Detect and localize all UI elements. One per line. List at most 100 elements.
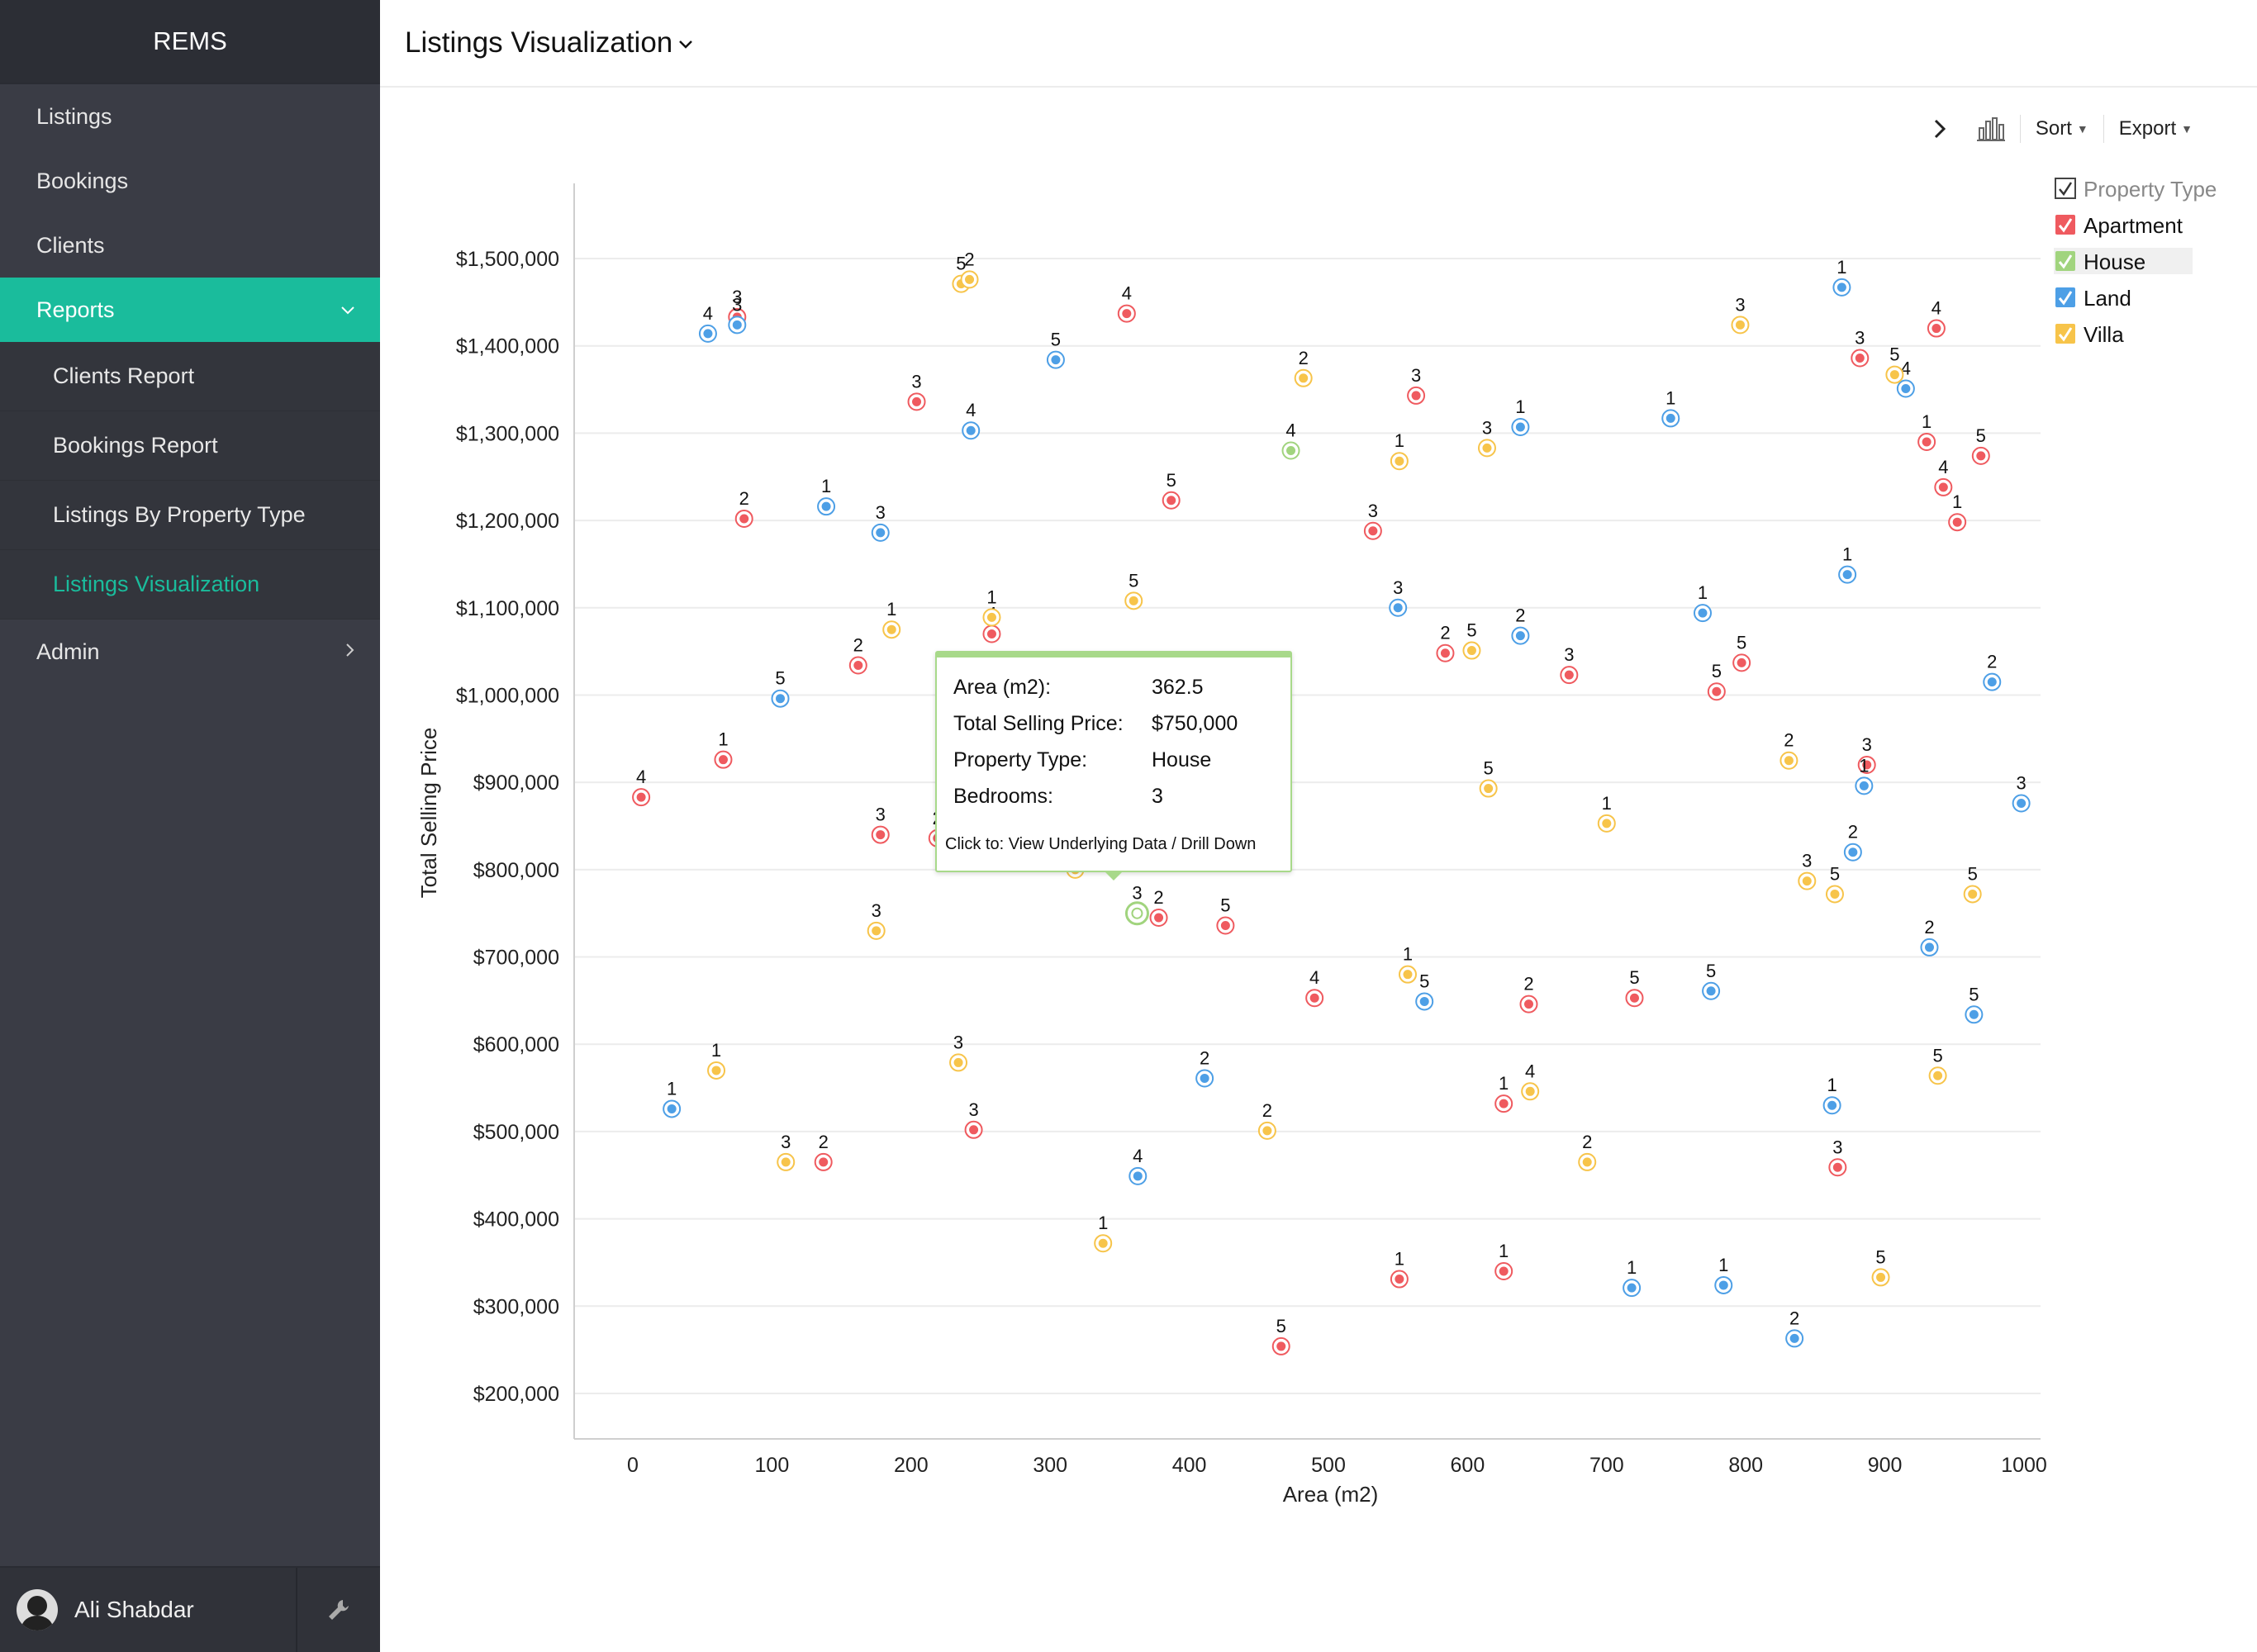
data-point-land[interactable]: 1	[817, 476, 836, 516]
data-point-land[interactable]: 5	[1702, 961, 1721, 1000]
data-point-villa[interactable]: 1	[1094, 1213, 1113, 1253]
data-point-villa[interactable]: 2	[1257, 1100, 1276, 1140]
data-point-villa[interactable]: 1	[882, 599, 901, 639]
legend-item-villa[interactable]: Villa	[2055, 322, 2124, 347]
data-point-apartment[interactable]: 3	[1363, 501, 1382, 540]
legend[interactable]: Property Type Apartment House Land Villa	[2054, 177, 2217, 347]
tooltip-footer[interactable]: Click to: View Underlying Data / Drill D…	[945, 835, 1256, 854]
data-point-land[interactable]: 1	[1623, 1257, 1642, 1298]
data-point-land[interactable]: 3	[871, 502, 890, 542]
data-point-land[interactable]: 4	[698, 303, 717, 343]
data-point-villa[interactable]: 2	[1578, 1132, 1597, 1171]
sidebar-item-listings[interactable]: Listings	[0, 84, 380, 149]
data-point-villa[interactable]: 2	[1294, 348, 1313, 387]
data-point-land[interactable]: 1	[663, 1078, 682, 1118]
data-point-land[interactable]: 1	[1855, 755, 1874, 795]
page-title[interactable]: Listings Visualization	[405, 26, 673, 59]
data-point-apartment[interactable]: 3	[1560, 644, 1579, 685]
data-point-land[interactable]: 1	[1661, 387, 1680, 428]
data-point-villa[interactable]: 5	[1871, 1246, 1890, 1287]
data-point-land[interactable]: 4	[1896, 358, 1915, 398]
data-point-apartment[interactable]: 4	[1305, 967, 1324, 1008]
data-point-villa[interactable]: 4	[1521, 1061, 1540, 1101]
data-point-apartment[interactable]: 2	[1436, 623, 1455, 662]
data-point-apartment[interactable]: 4	[1934, 457, 1953, 496]
data-point-land[interactable]: 2	[1195, 1047, 1214, 1088]
data-point-land[interactable]: 1	[1822, 1075, 1841, 1115]
data-point-villa[interactable]: 1	[1597, 793, 1616, 833]
data-point-villa[interactable]: 3	[867, 900, 886, 940]
data-point-land[interactable]: 2	[1511, 605, 1530, 645]
data-points[interactable]: 3432533242355413225425231511333415414343…	[632, 249, 2031, 1355]
data-point-apartment[interactable]: 2	[814, 1132, 833, 1171]
data-point-villa[interactable]: 5	[1479, 758, 1498, 798]
data-point-land[interactable]: 1	[1838, 544, 1857, 584]
drill-down-link[interactable]: View Underlying Data / Drill Down	[1008, 835, 1257, 853]
sidebar-item-clients[interactable]: Clients	[0, 213, 380, 278]
data-point-apartment[interactable]: 3	[907, 371, 926, 411]
data-point-apartment[interactable]: 5	[1707, 661, 1726, 701]
data-point-land[interactable]: 4	[1128, 1146, 1148, 1185]
data-point-land[interactable]: 3	[728, 294, 747, 335]
export-button[interactable]: Export ▼	[2104, 117, 2207, 140]
user-name[interactable]: Ali Shabdar	[74, 1597, 194, 1622]
data-point-land[interactable]: 5	[771, 668, 790, 708]
data-point-apartment[interactable]: 1	[1917, 411, 1936, 451]
sidebar-subitem-clients-report[interactable]: Clients Report	[0, 342, 380, 411]
data-point-land[interactable]: 1	[1693, 582, 1712, 623]
data-point-villa[interactable]: 5	[1963, 863, 1982, 904]
data-point-villa[interactable]: 3	[1731, 294, 1750, 335]
legend-item-apartment[interactable]: Apartment	[2055, 213, 2183, 238]
data-point-apartment[interactable]: 5	[1271, 1316, 1290, 1355]
sidebar-subitem-listings-visualization[interactable]: Listings Visualization	[0, 550, 380, 620]
data-point-land[interactable]: 2	[1785, 1308, 1804, 1348]
data-point-apartment[interactable]: 4	[1117, 283, 1136, 323]
data-point-land[interactable]: 2	[1843, 822, 1862, 862]
wrench-icon[interactable]	[296, 1568, 380, 1652]
data-point-land[interactable]: 2	[1983, 652, 2002, 691]
data-point-land[interactable]: 3	[2012, 773, 2031, 813]
data-point-villa[interactable]: 3	[777, 1132, 796, 1171]
data-point-villa[interactable]: 5	[1825, 863, 1844, 904]
data-point-apartment[interactable]: 2	[1519, 974, 1538, 1014]
data-point-land[interactable]: 1	[1832, 257, 1851, 297]
data-point-apartment[interactable]: 2	[1149, 887, 1168, 927]
legend-item-land[interactable]: Land	[2055, 286, 2131, 311]
data-point-land[interactable]: 5	[1965, 984, 1984, 1024]
sidebar-item-admin[interactable]: Admin	[0, 620, 380, 684]
data-point-apartment[interactable]: 3	[1857, 734, 1876, 775]
data-point-apartment[interactable]: 3	[1851, 327, 1870, 368]
chevron-right-icon[interactable]	[1917, 118, 1962, 140]
data-point-apartment[interactable]: 5	[1971, 425, 1990, 465]
scatter-chart[interactable]: $200,000 $300,000 $400,000 $500,000 $600,000…	[380, 0, 2257, 1652]
data-point-villa[interactable]: 3	[1798, 851, 1817, 890]
data-point-apartment[interactable]: 1	[1948, 491, 1967, 532]
data-point-apartment[interactable]: 4	[632, 767, 651, 807]
data-point-land[interactable]: 1	[1714, 1255, 1733, 1294]
data-point-apartment[interactable]: 5	[1162, 470, 1181, 510]
data-point-apartment[interactable]: 4	[1927, 298, 1946, 338]
data-point-villa[interactable]: 1	[1398, 944, 1417, 984]
sort-button[interactable]: Sort ▼	[2021, 117, 2103, 140]
data-point-land[interactable]: 1	[1511, 396, 1530, 436]
sidebar-item-reports[interactable]: Reports	[0, 278, 380, 342]
data-point-apartment[interactable]: 1	[1494, 1241, 1513, 1281]
data-point-villa[interactable]: 1	[1390, 430, 1409, 471]
data-point-villa[interactable]: 2	[1779, 730, 1798, 770]
data-point-villa[interactable]: 5	[1462, 620, 1481, 660]
data-point-land[interactable]: 5	[1415, 971, 1434, 1011]
data-point-land[interactable]: 2	[1920, 917, 1939, 957]
data-point-villa[interactable]: 5	[1928, 1045, 1947, 1085]
data-point-villa[interactable]: 1	[982, 586, 1001, 627]
data-point-villa[interactable]: 5	[1124, 570, 1143, 610]
data-point-house[interactable]: 4	[1281, 420, 1300, 460]
data-point-apartment[interactable]: 5	[1732, 632, 1751, 672]
legend-title[interactable]: Property Type	[2055, 177, 2217, 202]
data-point-apartment[interactable]: 3	[1828, 1137, 1847, 1177]
data-point-apartment[interactable]: 2	[734, 488, 753, 528]
avatar[interactable]	[17, 1589, 58, 1631]
legend-item-house[interactable]: House	[2054, 248, 2193, 274]
data-point-land[interactable]: 5	[1046, 330, 1065, 369]
sidebar-subitem-listings-by-property-type[interactable]: Listings By Property Type	[0, 481, 380, 550]
data-point-apartment[interactable]: 2	[848, 635, 867, 675]
